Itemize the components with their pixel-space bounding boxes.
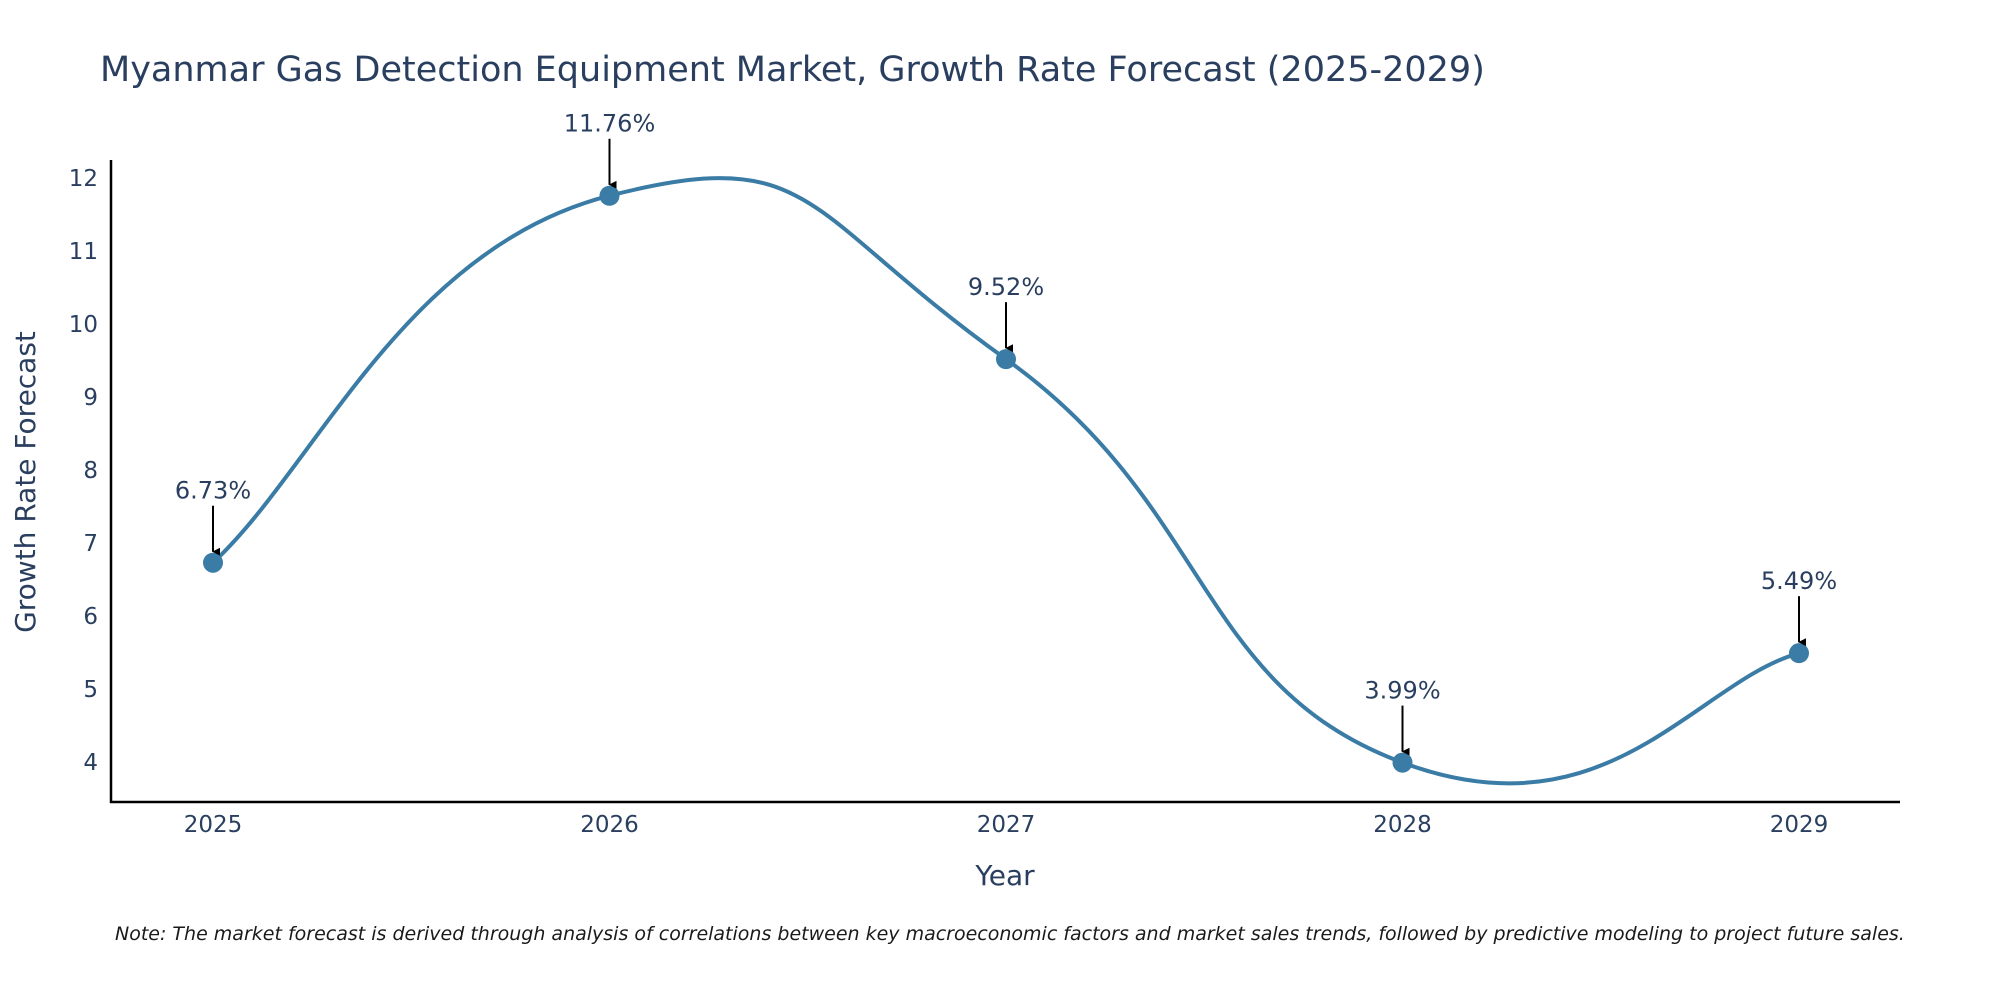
x-tick-label: 2029 xyxy=(1770,812,1829,838)
y-tick-label: 9 xyxy=(83,385,98,411)
data-annotations: 6.73% 11.76% 9.52% 3.99% 5.49% xyxy=(175,110,1837,756)
data-point xyxy=(1392,752,1413,773)
data-label: 5.49% xyxy=(1761,567,1837,595)
y-tick-label: 11 xyxy=(69,239,98,265)
x-axis-ticks: 2025 2026 2027 2028 2029 xyxy=(184,812,1829,838)
x-tick-label: 2026 xyxy=(580,812,639,838)
y-tick-label: 8 xyxy=(83,458,98,484)
y-tick-label: 5 xyxy=(83,677,98,703)
data-point xyxy=(1789,643,1809,664)
footnote: Note: The market forecast is derived thr… xyxy=(115,923,1905,945)
y-axis-title: Growth Rate Forecast xyxy=(9,331,42,633)
data-label: 6.73% xyxy=(175,477,251,505)
y-tick-label: 4 xyxy=(83,750,98,776)
x-tick-label: 2028 xyxy=(1373,812,1432,838)
data-point xyxy=(996,349,1016,370)
y-tick-label: 7 xyxy=(83,531,98,557)
data-label: 9.52% xyxy=(968,273,1044,301)
y-tick-label: 6 xyxy=(83,604,98,630)
data-points xyxy=(203,185,1809,773)
y-tick-label: 12 xyxy=(69,166,98,192)
series-line xyxy=(211,176,1800,786)
data-label: 3.99% xyxy=(1364,677,1440,705)
chart-title: Myanmar Gas Detection Equipment Market, … xyxy=(100,50,1485,90)
x-axis-title: Year xyxy=(974,859,1035,892)
data-label: 11.76% xyxy=(564,110,656,138)
data-point xyxy=(203,552,223,573)
x-tick-label: 2027 xyxy=(977,812,1036,838)
x-tick-label: 2025 xyxy=(184,812,243,838)
data-point xyxy=(599,185,620,206)
y-axis-ticks: 4 5 6 7 8 9 10 11 12 xyxy=(69,166,98,776)
y-tick-label: 10 xyxy=(69,312,98,338)
